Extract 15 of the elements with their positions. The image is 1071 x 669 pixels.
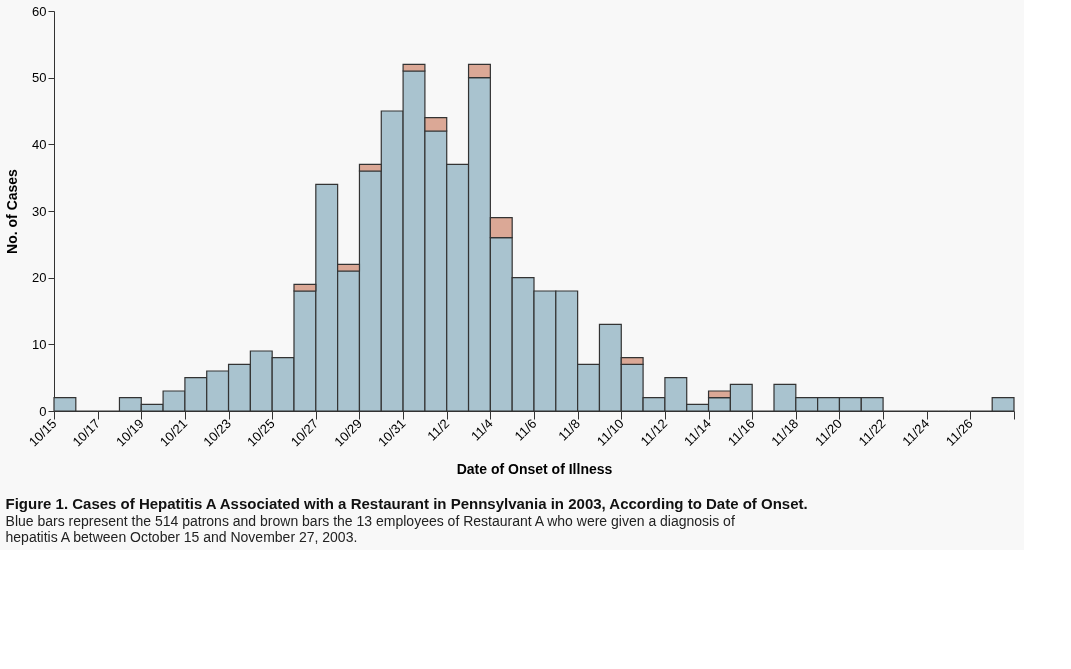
y-tick-label: 30 [32, 203, 47, 219]
y-tick-label: 0 [39, 403, 47, 419]
text: Figure 1. Cases of Hepatitis A Associated with a Restaurant in Pennsylvania in 2003, According to Date of Onset. [5, 494, 808, 512]
y-tick-label: 40 [32, 136, 47, 152]
x-tick-label: 11/8 [555, 415, 584, 444]
x-tick-label: 11/4 [467, 415, 496, 444]
y-tick-label: 10 [32, 336, 47, 352]
x-tick-label: 11/2 [424, 415, 453, 444]
y-axis-title: No. of Cases [4, 168, 21, 254]
x-axis-title: Date of Onset of Illness [456, 461, 613, 478]
y-tick-label: 60 [32, 3, 47, 19]
y-tick-label: 20 [32, 270, 47, 286]
text: Blue bars represent the 514 patrons and brown bars the 13 employees of Restaurant A who were given a diagnosis of hepatitis A between October 15 and November 27, 2003. [5, 512, 735, 545]
y-tick-label: 50 [32, 70, 47, 86]
x-tick-label: 11/6 [511, 415, 540, 444]
